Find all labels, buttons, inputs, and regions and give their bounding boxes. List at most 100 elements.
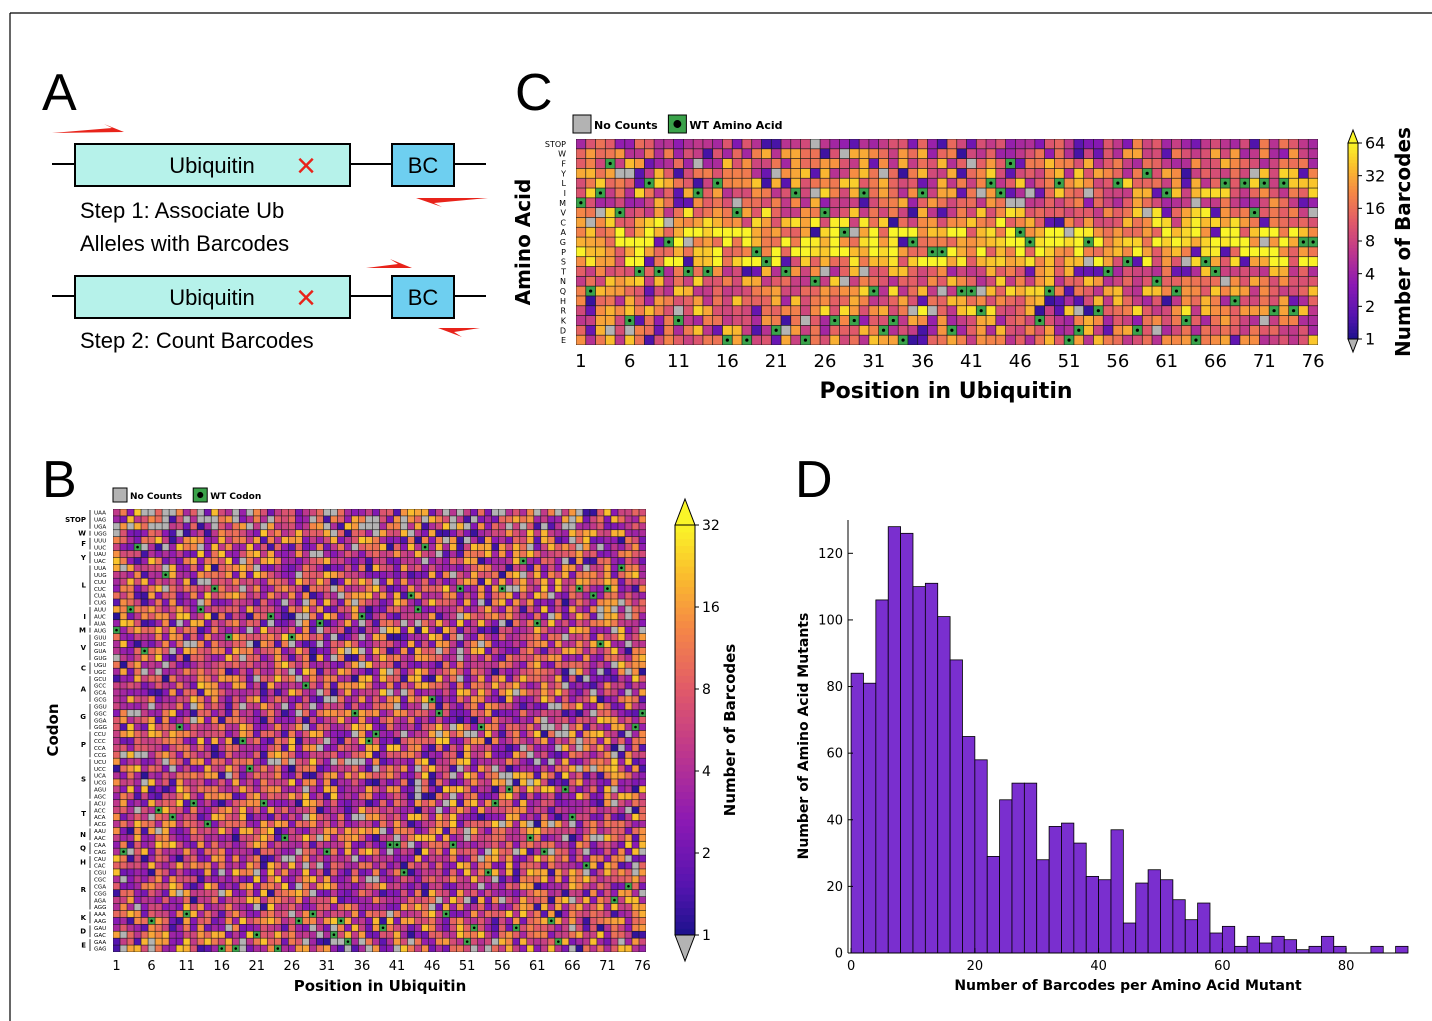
wt-marker [803, 338, 808, 342]
heatmap-cell [586, 296, 596, 306]
heatmap-cell [1162, 168, 1172, 178]
heatmap-cell [820, 237, 830, 247]
heatmap-cell [435, 668, 443, 675]
heatmap-cell [937, 237, 947, 247]
heatmap-cell [211, 758, 218, 765]
heatmap-cell [839, 325, 850, 335]
colorbar-tick-label: 64 [1365, 134, 1385, 153]
heatmap-cell [576, 237, 586, 247]
heatmap-cell [1250, 198, 1260, 208]
heatmap-cell [162, 599, 169, 606]
heatmap-cell [323, 758, 331, 765]
x-tick-label: 76 [1302, 351, 1325, 372]
heatmap-cell [513, 633, 520, 641]
heatmap-cell [372, 571, 380, 578]
heatmap-cell [611, 730, 618, 738]
codon-label: GCA [94, 691, 106, 697]
heatmap-cell [302, 772, 310, 779]
heatmap-cell [449, 765, 457, 772]
heatmap-cell [295, 564, 303, 571]
heatmap-cell [358, 723, 366, 731]
heatmap-cell [534, 647, 541, 655]
heatmap-cell [1123, 158, 1133, 169]
heatmap-cell [918, 139, 928, 149]
heatmap-cell [393, 620, 401, 627]
heatmap-cell [859, 266, 869, 276]
heatmap-cell [113, 696, 120, 703]
heatmap-cell [239, 592, 246, 599]
heatmap-cell [113, 668, 120, 675]
heatmap-cell [155, 620, 162, 627]
heatmap-cell [1259, 247, 1269, 257]
heatmap-cell [1191, 257, 1201, 267]
wt-marker [1008, 161, 1013, 166]
wt-marker [1047, 289, 1052, 293]
heatmap-cell [428, 550, 436, 558]
heatmap-cell [155, 571, 162, 578]
heatmap-cell [183, 723, 190, 731]
heatmap-cell [820, 335, 830, 345]
heatmap-cell [407, 640, 415, 648]
heatmap-cell [683, 198, 693, 208]
heatmap-cell [879, 306, 889, 316]
heatmap-cell [492, 640, 499, 648]
heatmap-cell [288, 592, 296, 599]
heatmap-cell [586, 325, 596, 335]
heatmap-cell [442, 668, 450, 675]
heatmap-cell [527, 599, 534, 606]
heatmap-cell [839, 178, 850, 188]
heatmap-cell [148, 523, 155, 530]
heatmap-cell [583, 578, 590, 585]
heatmap-cell [1220, 158, 1230, 169]
heatmap-cell [576, 592, 583, 599]
heatmap-cell [463, 710, 471, 717]
heatmap-cell [260, 557, 267, 565]
heatmap-cell [344, 550, 352, 558]
heatmap-cell [141, 772, 148, 779]
heatmap-cell [595, 208, 605, 218]
codon-label: GGG [94, 725, 107, 731]
heatmap-cell [597, 703, 604, 710]
heatmap-cell [555, 550, 562, 558]
codon-label: GAG [94, 947, 106, 953]
heatmap-cell [562, 758, 569, 765]
heatmap-cell [605, 325, 615, 335]
heatmap-cell [344, 571, 352, 578]
heatmap-cell [288, 689, 296, 696]
heatmap-cell [470, 592, 478, 599]
heatmap-cell [1005, 237, 1015, 247]
heatmap-cell [379, 654, 387, 661]
heatmap-cell [908, 149, 918, 159]
heatmap-cell [1084, 198, 1094, 208]
heatmap-cell [1298, 208, 1308, 218]
heatmap-cell [246, 536, 253, 544]
heatmap-cell [435, 543, 443, 551]
heatmap-cell [632, 633, 639, 641]
heatmap-cell [625, 744, 632, 751]
heatmap-cell [351, 661, 359, 668]
heatmap-cell [513, 758, 520, 765]
heatmap-cell [947, 237, 957, 247]
heatmap-cell [499, 730, 506, 738]
heatmap-cell [400, 737, 408, 745]
heatmap-cell [513, 723, 520, 731]
colorbar-segment [1348, 224, 1358, 229]
heatmap-cell [162, 723, 169, 731]
heatmap-cell [1201, 325, 1211, 335]
heatmap-cell [239, 758, 246, 765]
heatmap-cell [225, 751, 232, 758]
colorbar-segment [1348, 169, 1358, 173]
heatmap-cell [869, 217, 879, 227]
heatmap-cell [316, 703, 324, 710]
heatmap-cell [141, 564, 148, 571]
heatmap-cell [134, 737, 141, 745]
heatmap-cell [625, 668, 632, 675]
heatmap-cell [1171, 188, 1181, 198]
heatmap-cell [337, 523, 345, 530]
heatmap-cell [879, 335, 889, 345]
heatmap-cell [1210, 325, 1221, 335]
heatmap-cell [253, 557, 260, 565]
heatmap-cell [330, 509, 338, 516]
wt-marker [1252, 210, 1257, 215]
heatmap-cell [400, 530, 408, 537]
